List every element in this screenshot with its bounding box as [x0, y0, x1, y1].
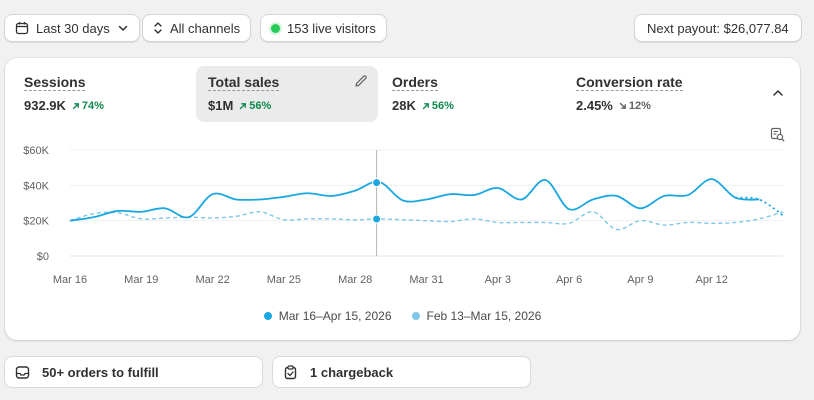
- hover-point-current: [372, 178, 382, 188]
- date-range-button[interactable]: Last 30 days: [4, 14, 140, 42]
- x-tick-label: Apr 3: [485, 274, 511, 286]
- x-tick-label: Apr 12: [695, 274, 727, 286]
- clipboard-icon: [284, 364, 297, 379]
- y-tick-label: $60K: [23, 145, 49, 157]
- metric-value: 28K: [392, 98, 416, 113]
- inbox-icon: [15, 365, 30, 379]
- next-payout-button[interactable]: Next payout: $26,077.84: [634, 14, 802, 42]
- x-tick-label: Mar 25: [267, 274, 301, 286]
- arrow-down-right-icon: [619, 102, 626, 109]
- live-visitors-label: 153 live visitors: [287, 20, 376, 36]
- date-range-label: Last 30 days: [36, 20, 110, 36]
- x-tick-label: Mar 31: [409, 274, 443, 286]
- chevron-up-icon[interactable]: [771, 86, 785, 100]
- metric-orders[interactable]: Orders 28K 56%: [380, 66, 562, 122]
- x-tick-label: Apr 9: [627, 274, 653, 286]
- zoom-icon[interactable]: [770, 127, 785, 142]
- metric-trend-value: 56%: [249, 100, 272, 112]
- sales-line-chart: $0 $20K $40K $60K Mar 16 Mar 19 Mar 22 Mar 25 Ma…: [23, 145, 784, 286]
- sales-overview-card: Sessions 932.9K 74% Total sales $1M 56%: [5, 58, 800, 340]
- legend-dot-current: [263, 312, 272, 320]
- chargeback-card[interactable]: 1 chargeback: [272, 356, 531, 388]
- metric-total-sales[interactable]: Total sales $1M 56%: [196, 66, 378, 122]
- metric-trend-value: 12%: [628, 100, 651, 112]
- calendar-icon: [15, 22, 29, 35]
- metric-label: Sessions: [24, 74, 86, 91]
- metric-value: 2.45%: [576, 98, 613, 113]
- pencil-icon[interactable]: [354, 74, 368, 88]
- metric-value: $1M: [208, 98, 234, 113]
- series-line-current-partial: [735, 196, 784, 217]
- metric-trend: 74%: [72, 100, 104, 112]
- x-tick-label: Mar 16: [53, 274, 87, 286]
- orders-to-fulfill-label: 50+ orders to fulfill: [42, 364, 159, 380]
- next-payout-label: Next payout: $26,077.84: [647, 20, 789, 36]
- arrow-up-right-icon: [72, 103, 79, 110]
- legend-label-previous: Feb 13–Mar 15, 2026: [426, 309, 542, 323]
- x-tick-label: Mar 19: [124, 274, 158, 286]
- arrow-up-right-icon: [240, 103, 247, 110]
- legend-item-previous[interactable]: Feb 13–Mar 15, 2026: [411, 309, 542, 323]
- live-visitors-button[interactable]: 153 live visitors: [260, 14, 387, 42]
- x-tick-label: Mar 22: [195, 274, 229, 286]
- metric-trend-value: 74%: [81, 100, 104, 112]
- metric-trend: 56%: [239, 100, 271, 112]
- arrow-up-right-icon: [422, 103, 429, 110]
- chevron-down-icon: [118, 25, 127, 31]
- metric-sessions[interactable]: Sessions 932.9K 74%: [12, 66, 194, 122]
- metric-trend: 12%: [619, 100, 651, 112]
- chargeback-label: 1 chargeback: [310, 364, 394, 380]
- metric-trend-value: 56%: [431, 100, 454, 112]
- x-tick-label: Mar 28: [338, 274, 372, 286]
- legend-dot-previous: [411, 312, 420, 320]
- legend-label-current: Mar 16–Apr 15, 2026: [278, 309, 392, 323]
- y-tick-label: $20K: [23, 216, 49, 228]
- orders-to-fulfill-card[interactable]: 50+ orders to fulfill: [4, 356, 263, 388]
- metric-label: Total sales: [208, 74, 280, 91]
- legend-item-current[interactable]: Mar 16–Apr 15, 2026: [263, 309, 392, 323]
- channels-label: All channels: [170, 20, 241, 36]
- hover-point-previous: [372, 214, 382, 224]
- metric-conversion-rate[interactable]: Conversion rate 2.45% 12%: [564, 66, 746, 122]
- y-tick-label: $40K: [23, 180, 49, 192]
- live-indicator-icon: [271, 23, 280, 33]
- sort-icon: [154, 22, 162, 34]
- metric-value: 932.9K: [24, 98, 66, 113]
- chart-legend: Mar 16–Apr 15, 2026 Feb 13–Mar 15, 2026: [5, 309, 800, 323]
- metric-trend: 56%: [422, 100, 454, 112]
- metric-label: Conversion rate: [576, 74, 683, 91]
- metric-label: Orders: [392, 74, 438, 91]
- series-line-current: [69, 178, 760, 222]
- y-tick-label: $0: [37, 251, 49, 263]
- x-tick-label: Apr 6: [556, 274, 582, 286]
- channels-button[interactable]: All channels: [142, 14, 252, 42]
